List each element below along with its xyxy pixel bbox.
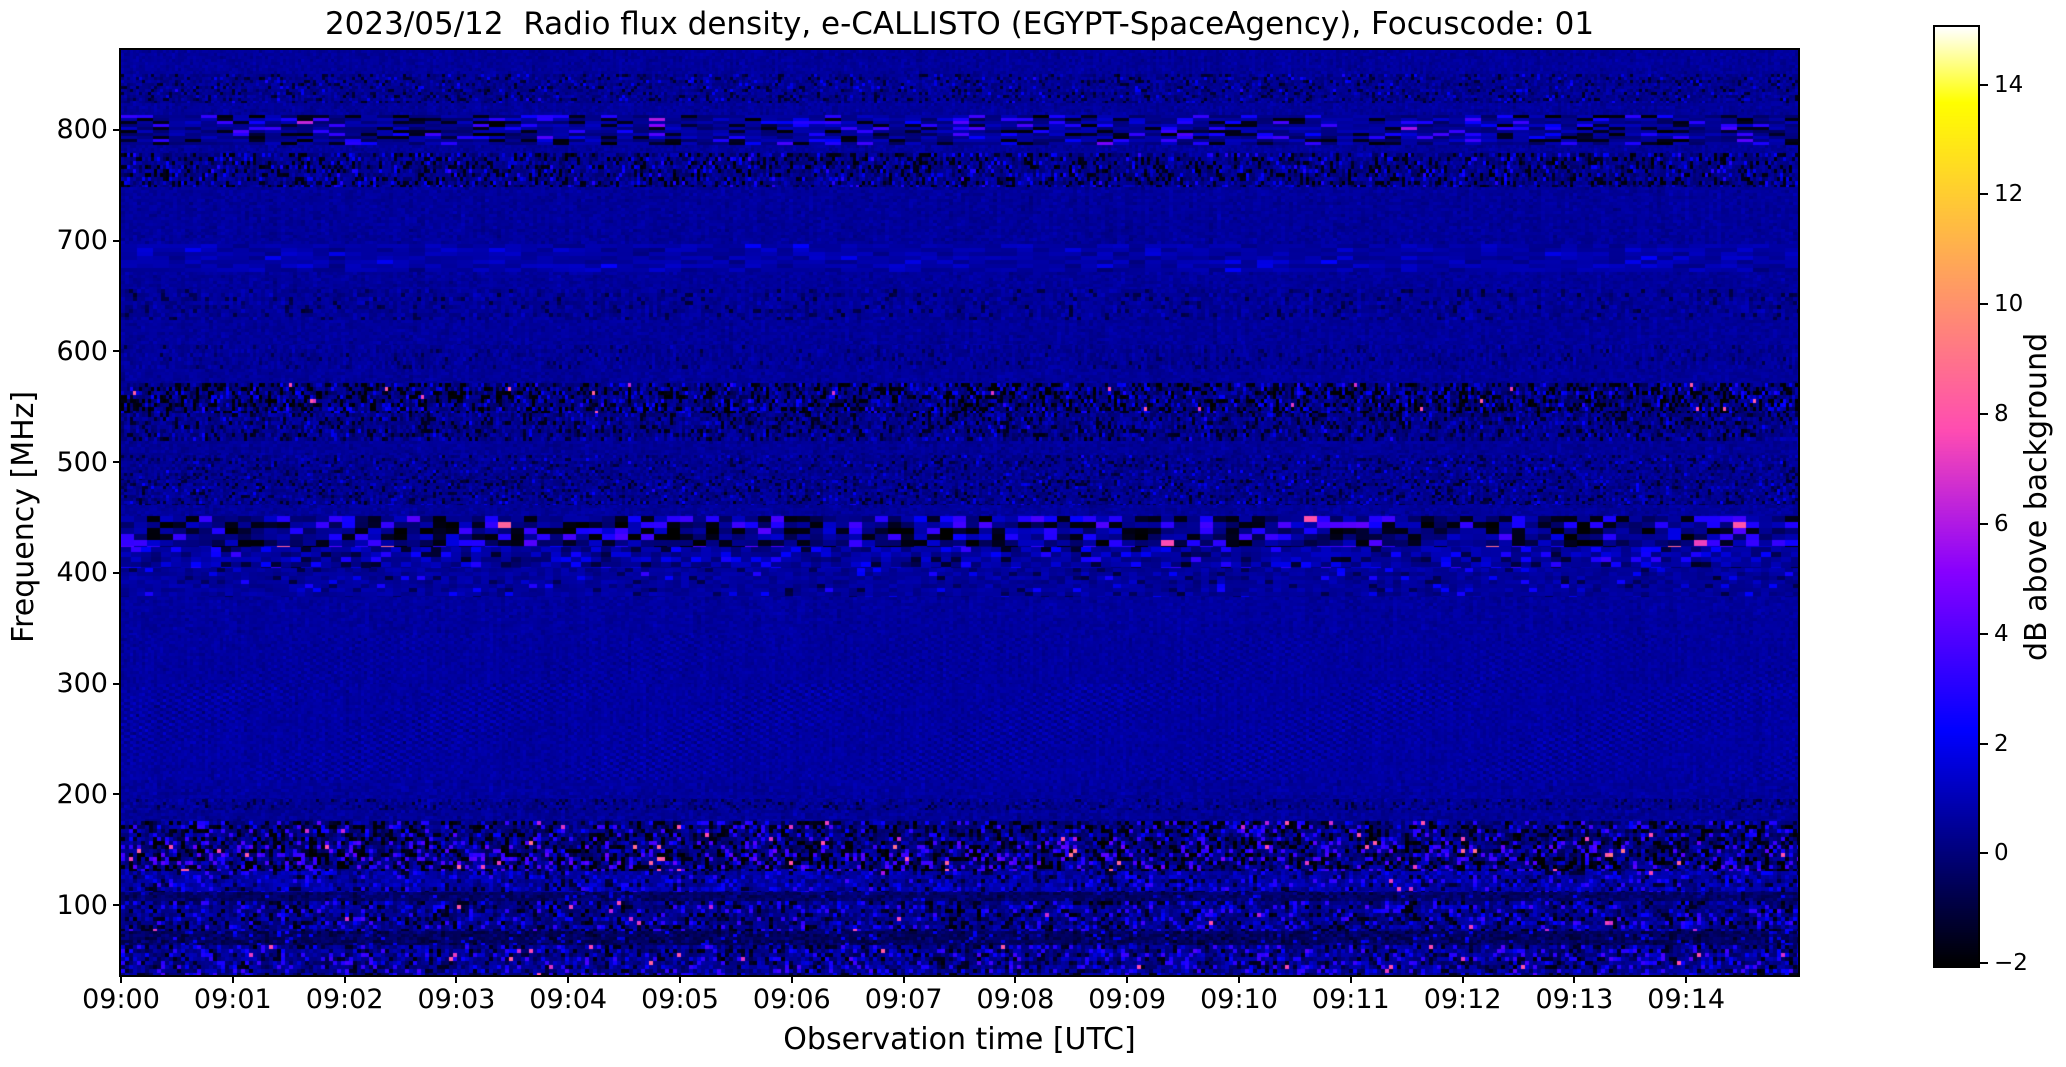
colorbar-tick-label: −2 [1994,950,2028,977]
x-tick-label: 09:10 [1200,984,1278,1015]
x-tick-label: 09:09 [1088,984,1167,1015]
x-tick-mark [679,975,681,983]
y-tick-mark [113,682,121,685]
x-tick-mark [343,975,346,983]
x-tick-label: 09:08 [976,984,1055,1015]
y-axis-label: Frequency [MHz] [6,390,41,644]
colorbar-tick-mark [1980,522,1988,525]
x-tick-mark [1238,975,1240,983]
x-tick-mark [120,975,122,983]
x-tick-label: 09:04 [529,984,608,1015]
x-tick-mark [902,975,905,983]
colorbar-tick-label: 6 [1994,510,2009,537]
colorbar-tick-mark [1980,852,1988,855]
x-tick-mark [1349,975,1352,983]
colorbar-tick-mark [1980,413,1988,416]
colorbar-tick-label: 4 [1994,620,2009,647]
colorbar-tick-mark [1980,632,1988,635]
colorbar-tick-label: 2 [1994,730,2009,757]
colorbar-tick-mark [1980,83,1988,86]
x-tick-label: 09:00 [82,984,160,1015]
x-tick-label: 09:14 [1647,984,1726,1015]
x-tick-label: 09:12 [1423,984,1502,1015]
colorbar-tick-label: 0 [1994,840,2009,867]
colorbar-tick-mark [1980,962,1988,965]
colorbar-tick-mark [1980,303,1988,306]
y-tick-label: 400 [56,557,108,589]
x-tick-label: 09:02 [305,984,384,1015]
y-tick-label: 100 [56,889,108,921]
x-tick-label: 09:11 [1311,984,1390,1015]
colorbar-tick-label: 12 [1994,181,2024,208]
colorbar-gradient [1935,27,1978,966]
y-tick-mark [113,461,121,464]
y-tick-label: 700 [56,225,108,257]
y-tick-label: 800 [56,114,108,146]
x-tick-mark [231,975,234,983]
colorbar-tick-label: 10 [1994,291,2024,318]
y-tick-mark [113,128,121,131]
x-tick-label: 09:05 [641,984,719,1015]
y-tick-mark [113,904,121,907]
colorbar-label: dB above background [2019,332,2054,662]
y-tick-mark [113,793,121,796]
x-tick-mark [567,975,570,983]
spectrogram-canvas [121,50,1798,975]
x-tick-mark [1126,975,1129,983]
y-tick-label: 600 [56,335,108,367]
y-tick-mark [113,350,121,353]
x-tick-label: 09:13 [1535,984,1614,1015]
y-tick-label: 300 [56,668,108,700]
x-tick-label: 09:03 [417,984,496,1015]
colorbar-tick-mark [1980,742,1988,745]
x-tick-label: 09:01 [193,984,272,1015]
x-tick-label: 09:07 [864,984,943,1015]
colorbar-tick-label: 14 [1994,71,2024,98]
colorbar-tick-mark [1980,193,1988,196]
x-tick-mark [1685,975,1688,983]
x-tick-mark [790,975,793,983]
x-tick-mark [455,975,458,983]
x-tick-mark [1014,975,1017,983]
x-tick-mark [1573,975,1576,983]
x-tick-mark [1461,975,1464,983]
x-axis-label: Observation time [UTC] [783,1022,1136,1057]
y-tick-label: 200 [56,778,108,810]
x-tick-label: 09:06 [752,984,831,1015]
y-tick-mark [113,239,121,242]
colorbar-tick-label: 8 [1994,401,2009,428]
chart-title: 2023/05/12 Radio flux density, e-CALLIST… [324,6,1595,42]
y-tick-mark [113,571,121,574]
y-tick-label: 500 [56,446,108,478]
